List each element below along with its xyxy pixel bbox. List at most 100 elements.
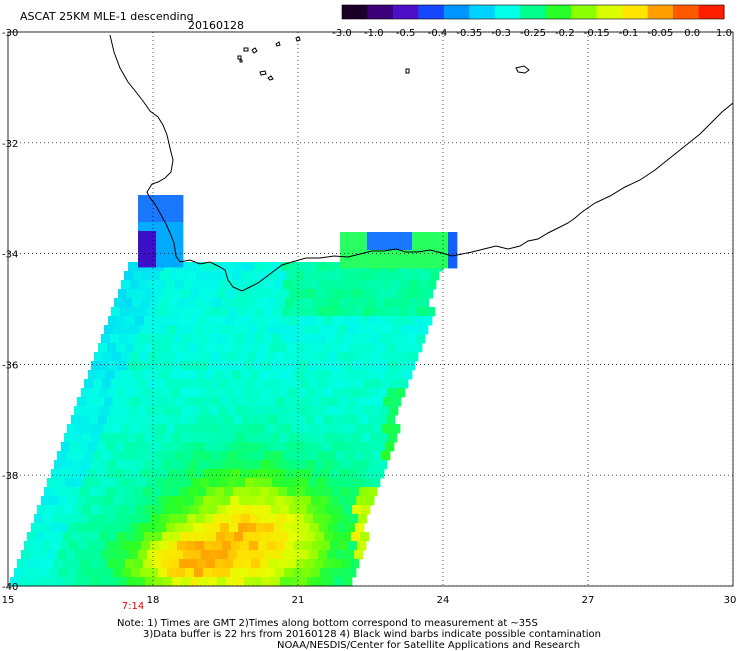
wind-cell [217, 289, 227, 299]
map-title: ASCAT 25KM MLE-1 descending [20, 10, 194, 23]
wind-cell [190, 289, 200, 299]
wind-cell [338, 568, 348, 578]
wind-cell [129, 307, 139, 317]
wind-cell [33, 541, 43, 551]
wind-cell [169, 271, 179, 281]
wind-cell [227, 262, 237, 272]
wind-cell [170, 487, 180, 497]
wind-cell [295, 442, 305, 452]
wind-cell [71, 415, 81, 425]
wind-cell [58, 523, 68, 533]
wind-cell [287, 343, 297, 353]
wind-cell [212, 496, 222, 506]
wind-cell [280, 505, 290, 515]
wind-cell [162, 316, 172, 326]
wind-cell [349, 232, 359, 242]
wind-cell [207, 388, 217, 398]
wind-cell [391, 280, 401, 290]
wind-cell [203, 496, 213, 506]
wind-cell [242, 487, 252, 497]
wind-cell [292, 280, 302, 290]
wind-cell [171, 388, 181, 398]
wind-cell [87, 469, 97, 479]
wind-cell [243, 460, 253, 470]
wind-cell [315, 460, 325, 470]
wind-cell [249, 541, 259, 551]
wind-cell [148, 523, 158, 533]
wind-cell [397, 289, 407, 299]
wind-cell [171, 316, 181, 326]
wind-cell [120, 550, 130, 560]
wind-cell [257, 568, 267, 578]
wind-cell [107, 487, 117, 497]
wind-cell [223, 514, 233, 524]
wind-cell [342, 532, 352, 542]
wind-cell [143, 343, 153, 353]
wind-cell [262, 505, 272, 515]
wind-cell [145, 433, 155, 443]
wind-cell [352, 289, 362, 299]
wind-cell [303, 541, 313, 551]
wind-cell [368, 487, 378, 497]
wind-cell [228, 307, 238, 317]
wind-cell [256, 523, 266, 533]
wind-cell [381, 307, 391, 317]
wind-cell [299, 478, 309, 488]
wind-cell [61, 442, 71, 452]
wind-cell [267, 298, 277, 308]
wind-cell [360, 460, 370, 470]
wind-cell [161, 415, 171, 425]
wind-cell [202, 352, 212, 362]
wind-cell [208, 577, 218, 587]
wind-cell [63, 460, 73, 470]
wind-cell [83, 478, 93, 488]
colorbar [341, 4, 725, 20]
wind-cell [172, 577, 182, 587]
wind-cell [138, 451, 148, 461]
wind-cell [308, 478, 318, 488]
wind-cell [165, 213, 175, 223]
wind-cell [343, 289, 353, 299]
wind-cell [380, 406, 390, 416]
wind-cell [93, 451, 103, 461]
wind-cell [387, 388, 397, 398]
wind-cell [60, 541, 70, 551]
wind-cell [316, 505, 326, 515]
wind-cell [347, 397, 357, 407]
wind-cell [275, 496, 285, 506]
wind-cell [347, 568, 357, 578]
wind-cell [256, 280, 266, 290]
wind-cell [409, 280, 419, 290]
wind-cell [179, 487, 189, 497]
wind-cell [363, 307, 373, 317]
wind-cell [203, 397, 213, 407]
wind-cell [231, 469, 241, 479]
wind-cell [273, 550, 283, 560]
wind-cell [154, 577, 164, 587]
wind-cell [318, 379, 328, 389]
wind-cell [269, 559, 279, 569]
wind-cell [403, 241, 413, 251]
wind-cell [90, 388, 100, 398]
wind-cell [306, 532, 316, 542]
wind-cell [333, 532, 343, 542]
wind-cell [49, 523, 59, 533]
wind-cell [109, 505, 119, 515]
wind-cell [316, 361, 326, 371]
wind-cell [361, 433, 371, 443]
wind-cell [178, 442, 188, 452]
wind-cell [320, 496, 330, 506]
wind-cell [108, 388, 118, 398]
wind-cell [355, 424, 365, 434]
wind-cell [68, 496, 78, 506]
wind-cell [311, 496, 321, 506]
wind-cell [64, 505, 74, 515]
wind-cell [329, 325, 339, 335]
wind-cell [324, 532, 334, 542]
wind-cell [57, 550, 67, 560]
wind-cell [121, 523, 131, 533]
wind-cell [86, 397, 96, 407]
wind-cell [326, 262, 336, 272]
wind-cell [294, 298, 304, 308]
wind-cell [224, 415, 234, 425]
